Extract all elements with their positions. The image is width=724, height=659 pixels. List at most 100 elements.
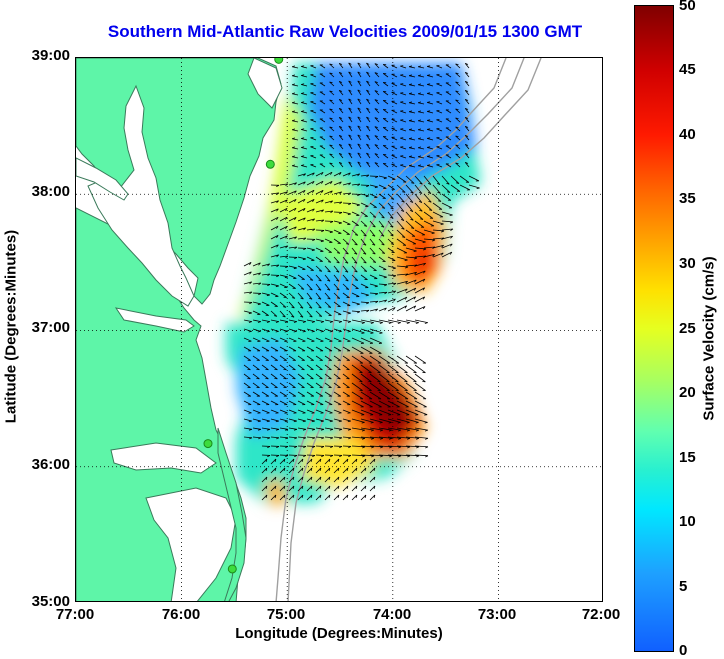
velocity-arrow-head — [409, 201, 414, 203]
velocity-arrow — [436, 137, 443, 141]
velocity-arrow — [342, 427, 351, 430]
velocity-arrow — [391, 64, 398, 69]
velocity-arrow-head — [418, 164, 422, 167]
velocity-arrow — [261, 337, 270, 342]
velocity-arrow-head — [309, 297, 313, 300]
velocity-arrow — [374, 99, 380, 105]
velocity-arrow — [315, 328, 324, 332]
velocity-arrow-head — [455, 108, 459, 111]
velocity-arrow — [396, 265, 408, 268]
velocity-arrow — [396, 400, 409, 408]
velocity-arrow — [396, 364, 408, 374]
velocity-arrow-head — [364, 494, 367, 498]
velocity-arrow — [279, 292, 287, 298]
velocity-arrow — [297, 485, 304, 492]
velocity-arrow — [351, 229, 359, 236]
velocity-arrow — [270, 476, 277, 483]
velocity-arrow — [315, 180, 324, 186]
velocity-arrow — [342, 301, 351, 306]
velocity-arrow-head — [310, 476, 313, 480]
velocity-arrow — [414, 262, 426, 267]
velocity-arrow — [360, 445, 375, 448]
velocity-arrow — [315, 355, 323, 361]
velocity-arrow-head — [346, 476, 349, 480]
velocity-arrow — [342, 265, 349, 273]
velocity-arrow-head — [265, 467, 268, 471]
velocity-arrow-head — [418, 137, 422, 140]
velocity-arrow-head — [328, 458, 331, 462]
velocity-arrow-head — [355, 467, 358, 471]
velocity-arrow-head — [409, 65, 413, 68]
velocity-arrow — [396, 220, 405, 230]
velocity-arrow — [423, 253, 435, 258]
velocity-arrow — [279, 427, 288, 430]
velocity-arrow — [243, 382, 251, 388]
velocity-arrow — [279, 319, 288, 322]
velocity-arrow-head — [249, 281, 252, 285]
velocity-arrow-head — [432, 253, 435, 257]
velocity-arrow — [252, 382, 260, 388]
velocity-arrow — [360, 229, 367, 237]
velocity-arrow-head — [437, 191, 441, 194]
velocity-arrow-head — [285, 455, 289, 458]
velocity-arrow — [445, 145, 452, 150]
velocity-arrow-head — [248, 312, 252, 315]
velocity-arrow — [310, 74, 317, 78]
velocity-arrow — [261, 292, 270, 296]
velocity-arrow — [436, 128, 443, 132]
velocity-arrow-head — [366, 107, 370, 110]
velocity-arrow-head — [400, 101, 404, 103]
velocity-arrow-head — [390, 198, 395, 200]
velocity-arrow — [378, 247, 386, 254]
velocity-arrow-head — [400, 155, 404, 157]
velocity-arrow — [405, 184, 414, 194]
velocity-arrow — [270, 192, 279, 195]
velocity-arrow — [455, 99, 461, 105]
velocity-arrow — [342, 172, 351, 177]
velocity-arrow — [329, 108, 335, 114]
velocity-arrow — [324, 190, 333, 195]
velocity-arrow-head — [292, 65, 296, 68]
velocity-arrow — [351, 346, 364, 354]
velocity-arrow-head — [336, 297, 340, 299]
velocity-arrow-head — [364, 485, 367, 489]
velocity-arrow — [329, 162, 335, 168]
velocity-arrow-head — [374, 153, 378, 155]
velocity-arrow-head — [410, 218, 414, 221]
velocity-arrow-head — [267, 446, 271, 449]
velocity-arrow-head — [303, 227, 306, 231]
velocity-arrow-head — [431, 232, 435, 235]
velocity-arrow-head — [274, 494, 277, 498]
velocity-arrow — [252, 262, 261, 267]
velocity-arrow — [396, 409, 410, 416]
velocity-arrow-head — [339, 62, 343, 65]
velocity-arrow — [270, 418, 279, 422]
velocity-arrow-head — [357, 161, 361, 164]
velocity-arrow — [396, 454, 411, 457]
velocity-arrow — [405, 373, 417, 383]
velocity-arrow — [338, 99, 344, 105]
velocity-arrow-head — [449, 214, 453, 217]
velocity-arrow — [360, 427, 374, 431]
velocity-arrow — [405, 391, 418, 400]
velocity-arrow — [297, 346, 306, 352]
velocity-arrow-head — [390, 243, 394, 245]
velocity-arrow-head — [292, 74, 296, 77]
velocity-arrow — [338, 117, 344, 123]
velocity-arrow-head — [393, 298, 396, 302]
velocity-arrow-head — [446, 182, 450, 185]
velocity-arrow-head — [339, 71, 343, 74]
velocity-arrow-head — [249, 271, 252, 275]
velocity-arrow-head — [321, 230, 325, 233]
velocity-arrow — [369, 256, 377, 263]
velocity-arrow-head — [339, 143, 343, 146]
velocity-arrow — [270, 467, 277, 474]
velocity-arrow-head — [318, 270, 323, 272]
velocity-arrow-head — [267, 455, 271, 458]
velocity-arrow — [310, 101, 317, 105]
velocity-arrow — [378, 283, 388, 286]
velocity-arrow-head — [354, 243, 358, 246]
velocity-arrow — [324, 382, 332, 388]
velocity-arrow — [297, 494, 304, 501]
velocity-arrow — [297, 310, 304, 318]
